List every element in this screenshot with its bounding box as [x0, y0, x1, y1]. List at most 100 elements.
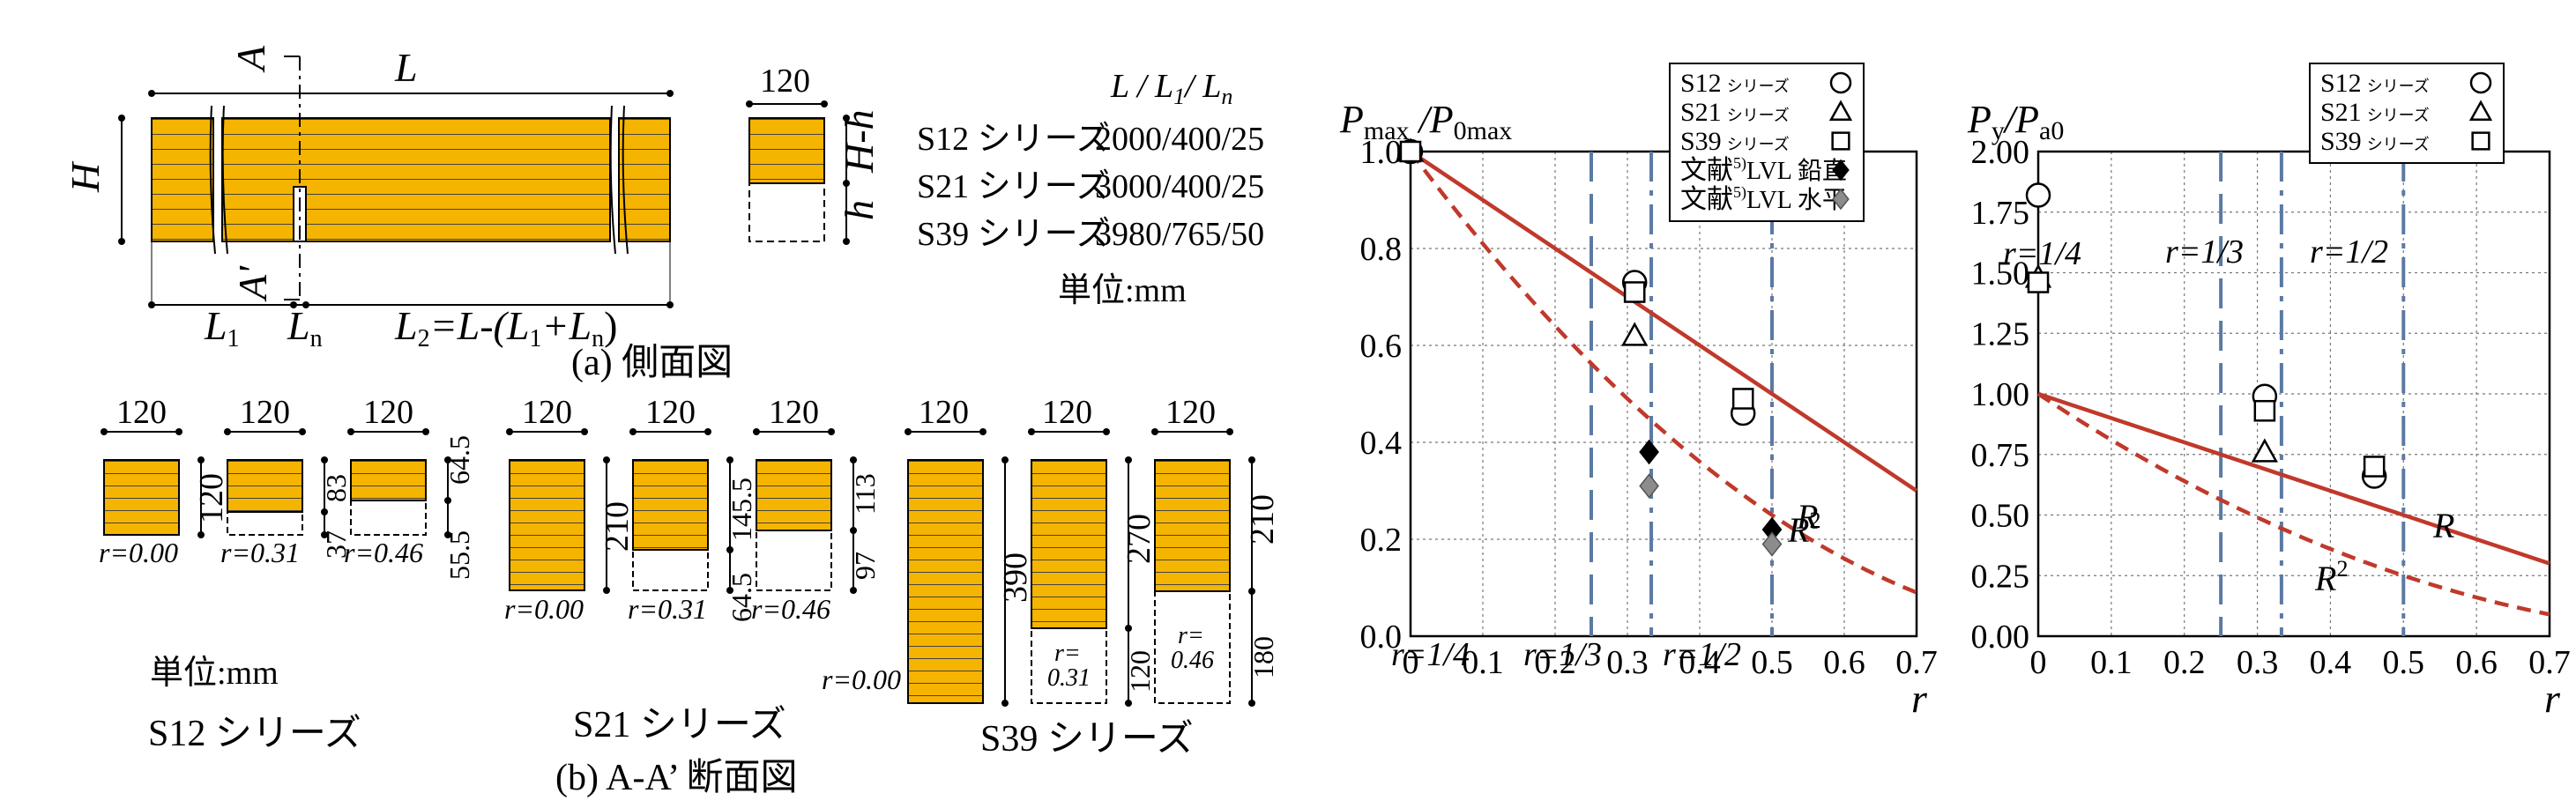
y-tick-label: 1.00: [1971, 376, 2030, 413]
data-point: [2251, 438, 2278, 463]
plot-area: 0 0.1 0.2 0.3 0.4 0.5 0.6 0.7 0.00 0.25 0.50 0.75 1.…: [1967, 98, 2571, 721]
side-view-panel: L H A A' L1 Ln L2=L-(L1+Ln) 120 H-h h (a…: [0, 0, 1322, 388]
x-axis-title: r: [1911, 676, 1928, 721]
svg-text:L1: L1: [204, 303, 240, 352]
svg-text:55.5: 55.5: [443, 530, 475, 580]
svg-text:120: 120: [522, 394, 572, 431]
svg-text:r=: r=: [1054, 640, 1081, 667]
x-tick-label: 0.6: [2455, 644, 2498, 681]
legend-marker: [1831, 131, 1850, 151]
section-A-label: A: [228, 45, 273, 73]
y-tick-label: 0.4: [1360, 425, 1403, 462]
curve-label-R: R: [2432, 506, 2454, 545]
data-point: [2027, 271, 2050, 293]
data-point: [1623, 281, 1646, 303]
dim-H: H: [63, 160, 108, 193]
svg-text:120: 120: [769, 394, 819, 431]
series-row-name: S39 シリーズ: [917, 216, 1110, 253]
y-tick-label: 1.50: [1971, 256, 2030, 293]
svg-text:120: 120: [116, 394, 167, 431]
data-point: [2253, 399, 2276, 422]
unit-label: 単位:mm: [150, 655, 279, 692]
curve-R: [1409, 150, 1918, 493]
svg-text:270: 270: [1120, 514, 1158, 564]
data-point: [2363, 456, 2386, 478]
chart-py-svg: 0 0.1 0.2 0.3 0.4 0.5 0.6 0.7 0.00 0.25 0.50 0.75 1.…: [1967, 63, 2571, 721]
svg-text:120: 120: [645, 394, 696, 431]
svg-text:64.5: 64.5: [443, 435, 475, 485]
dim-Hh: H-h: [837, 109, 882, 174]
x-axis-title: r: [2544, 676, 2561, 721]
svg-text:210: 210: [599, 501, 636, 552]
s21-group: 120 120 120 210 145.5 64.5 113 97 r=0.00…: [504, 394, 881, 798]
y-tick-label: 0.00: [1971, 619, 2030, 656]
section-A2-label: A': [230, 265, 275, 302]
curve-label-R: R: [1796, 497, 1818, 537]
legend-marker: [1828, 100, 1853, 122]
series-row-value: 3980/765/50: [1095, 216, 1264, 253]
r-label: r=0.00: [504, 593, 584, 625]
y-tick-label: 0.50: [1971, 498, 2030, 535]
y-tick-label: 1.75: [1971, 195, 2030, 232]
dim-L: L: [394, 45, 418, 90]
width-120-label: 120: [760, 63, 810, 100]
legend-marker: [2471, 131, 2490, 151]
svg-text:120: 120: [1124, 650, 1156, 693]
svg-text:83: 83: [320, 474, 352, 502]
dim-h: h: [837, 200, 882, 220]
reference-line-label: r=1/4: [2003, 235, 2081, 272]
plot-frame: [1409, 150, 1918, 638]
legend-label: S21 シリーズ: [2320, 98, 2430, 127]
chart-pmax-svg: 0 0.1 0.2 0.3 0.4 0.5 0.6 0.7 0.0 0.2 0.4 0.6 0.8 1.0…: [1339, 63, 1938, 721]
data-point: [1731, 388, 1754, 410]
legend-label: S12 シリーズ: [2320, 69, 2430, 98]
svg-text:120: 120: [240, 394, 290, 431]
x-tick-label: 0.4: [2310, 644, 2352, 681]
svg-text:120: 120: [193, 473, 230, 523]
x-tick-label: 0.7: [1895, 644, 1938, 681]
y-tick-label: 0.0: [1360, 619, 1403, 656]
svg-text:0.31: 0.31: [1047, 664, 1091, 692]
y-tick-label: 0.25: [1971, 558, 2030, 595]
reference-line-label: r=1/3: [1523, 636, 1602, 673]
svg-text:113: 113: [849, 473, 881, 515]
reference-line-label: r=1/4: [1391, 636, 1470, 673]
svg-text:r=: r=: [1178, 622, 1204, 649]
r-label: r=0.46: [344, 537, 423, 568]
legend-label: S21 シリーズ: [1680, 98, 1790, 127]
plot-area: 0 0.1 0.2 0.3 0.4 0.5 0.6 0.7 0.0 0.2 0.4 0.6 0.8 1.0…: [1339, 98, 1938, 721]
legend-label: 文献5)LVL 鉛直: [1680, 154, 1847, 185]
reference-line-label: r=1/3: [2165, 234, 2244, 271]
svg-text:210: 210: [1244, 494, 1281, 545]
legend-marker: [1832, 159, 1850, 182]
svg-text:120: 120: [1042, 394, 1092, 431]
cross-section-drawing: 120 120 120 120 83 37 64.5 55.5 r=0.00 r…: [99, 394, 1281, 798]
series-row-name: S12 シリーズ: [917, 121, 1110, 158]
data-point: [1399, 140, 1422, 163]
caption-a: (a) 側面図: [571, 343, 733, 383]
reference-line-label: r=1/2: [2310, 234, 2388, 271]
x-tick-label: 0.1: [2090, 644, 2133, 681]
svg-text:180: 180: [1247, 636, 1279, 678]
s39-label: S39 シリーズ: [980, 718, 1194, 760]
svg-text:0.46: 0.46: [1171, 647, 1214, 674]
curve-label-R2: R2: [1787, 508, 1820, 550]
r-label: r=0.31: [220, 537, 300, 568]
svg-text:120: 120: [919, 394, 969, 431]
legend-label: S39 シリーズ: [2320, 127, 2430, 156]
x-tick-label: 0.3: [1606, 644, 1649, 681]
legend-label: S12 シリーズ: [1680, 69, 1790, 98]
legend-marker: [2469, 71, 2492, 94]
legend-label: S39 シリーズ: [1680, 127, 1790, 156]
legend-marker: [2468, 100, 2493, 122]
x-tick-label: 0.3: [2237, 644, 2279, 681]
r-label: r=0.00: [822, 663, 901, 695]
s39-group: 120 120 120 390 270 120 210 180 r=0.00 r…: [822, 394, 1281, 760]
x-tick-label: 0.5: [1751, 644, 1793, 681]
series-table: L / L1/ Ln S12 シリーズ 2000/400/25 S21 シリーズ…: [899, 62, 1287, 326]
chart-py: 0 0.1 0.2 0.3 0.4 0.5 0.6 0.7 0.00 0.25 0.50 0.75 1.…: [1939, 0, 2576, 804]
curve-R2: [1409, 150, 1917, 595]
x-tick-label: 0.5: [2383, 644, 2425, 681]
svg-text:97: 97: [849, 552, 881, 580]
y-tick-label: 1.25: [1971, 315, 2030, 352]
